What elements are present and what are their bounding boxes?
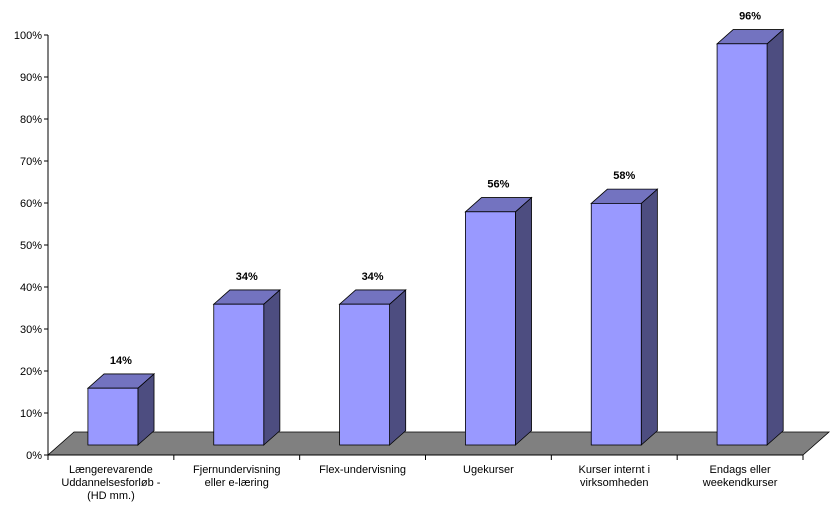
- y-tick-label: 50%: [20, 240, 42, 252]
- x-category-label: Ugekurser: [463, 464, 514, 476]
- y-tick-label: 20%: [20, 366, 42, 378]
- bar-front: [87, 387, 139, 446]
- bar-front: [339, 303, 390, 446]
- y-tick-label: 80%: [20, 114, 42, 126]
- y-tick-label: 90%: [20, 72, 42, 84]
- chart-floor-plane: [46, 431, 831, 456]
- data-label: 34%: [362, 271, 384, 283]
- x-category-label: Endags eller: [710, 464, 771, 476]
- chart-axes: 0% 10% 20% 30% 40% 50% 60% 70% 80% 90% 100%: [14, 30, 804, 462]
- bar: [338, 289, 407, 446]
- x-category-label: virksomheden: [580, 477, 648, 489]
- y-tick-label: 0%: [26, 450, 42, 462]
- x-category-label: Kurser internt i: [578, 464, 650, 476]
- y-tick-label: 40%: [20, 282, 42, 294]
- x-category-label: weekendkurser: [702, 477, 778, 489]
- bar: [716, 28, 785, 446]
- x-category-label: Fjernundervisning: [193, 464, 280, 476]
- data-label: 58%: [613, 170, 635, 182]
- bar-side: [766, 28, 784, 446]
- x-category-label: Uddannelsesforløb -: [61, 477, 160, 489]
- y-tick-label: 70%: [20, 156, 42, 168]
- bar: [86, 373, 156, 446]
- x-category-label: Længerevarende: [69, 464, 153, 476]
- bar: [590, 188, 659, 446]
- x-category-label: Flex-undervisning: [319, 464, 406, 476]
- data-label: 14%: [110, 355, 132, 367]
- y-tick-label: 10%: [20, 408, 42, 420]
- bar-front: [465, 211, 516, 446]
- bar-side: [263, 289, 281, 446]
- bar: [464, 196, 533, 446]
- bar-side: [389, 289, 407, 446]
- bar: [212, 289, 281, 446]
- data-label: 56%: [487, 179, 509, 191]
- y-tick-label: 60%: [20, 198, 42, 210]
- bar-side: [640, 188, 658, 446]
- bar-side: [515, 196, 532, 446]
- chart-floor: [46, 431, 831, 456]
- y-tick-label: 100%: [14, 30, 42, 42]
- bar-front: [213, 303, 265, 446]
- y-tick-label: 30%: [20, 324, 42, 336]
- chart-bars: [86, 28, 785, 446]
- bar-front: [590, 202, 642, 446]
- x-category-label: eller e-læring: [205, 477, 269, 489]
- bar-front: [716, 43, 768, 446]
- data-label: 34%: [236, 271, 258, 283]
- x-category-label: (HD mm.): [87, 490, 135, 502]
- data-label: 96%: [739, 11, 761, 23]
